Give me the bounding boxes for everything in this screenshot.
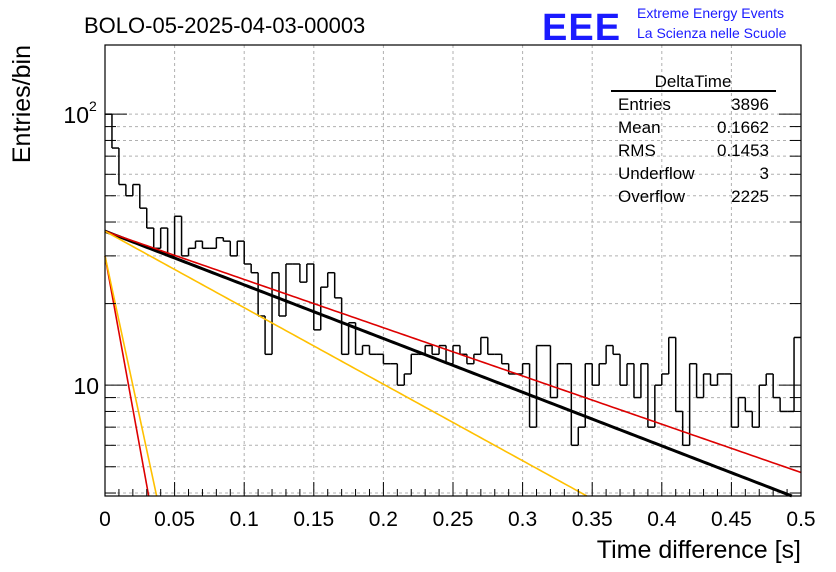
stats-label: Underflow xyxy=(618,164,695,183)
x-axis-label: Time difference [s] xyxy=(597,536,801,564)
stats-value: 3 xyxy=(760,164,769,183)
fit-curve-3 xyxy=(104,230,588,497)
stats-rows: Entries 3896 Mean 0.1662 RMS 0.1453 Underflow 3… xyxy=(618,95,769,206)
logo-line-1: Extreme Energy Events xyxy=(637,5,784,21)
fit-curves xyxy=(104,229,802,498)
y-axis-label: Entries/bin xyxy=(8,45,36,163)
eee-logo: EEE Extreme Energy Events La Scienza nel… xyxy=(542,5,787,49)
stats-title: DeltaTime xyxy=(655,72,732,91)
fit-curve-1 xyxy=(104,229,793,498)
y-tick-exponent: 2 xyxy=(89,98,97,114)
x-axis: 0 0.05 0.1 0.15 0.2 0.25 0.3 0.35 0.4 0.45 0.5 xyxy=(99,482,816,531)
x-tick-label: 0.45 xyxy=(711,508,752,531)
x-tick-label: 0.3 xyxy=(508,508,537,531)
stats-value: 3896 xyxy=(731,95,769,114)
fit-curve-4 xyxy=(104,255,150,497)
y-tick-label: 10 xyxy=(63,102,89,128)
stats-label: RMS xyxy=(618,141,656,160)
stats-label: Mean xyxy=(618,118,661,137)
grid-lines xyxy=(105,45,801,496)
fit-curve-2 xyxy=(104,230,802,474)
run-title: BOLO-05-2025-04-03-00003 xyxy=(84,13,365,38)
fit-curve-5 xyxy=(104,255,158,497)
stats-label: Overflow xyxy=(618,187,686,206)
stats-value: 2225 xyxy=(731,187,769,206)
histogram-bars xyxy=(105,113,801,447)
stats-box: DeltaTime Entries 3896 Mean 0.1662 RMS 0.1453… xyxy=(611,72,776,206)
stats-value: 0.1662 xyxy=(717,118,769,137)
x-tick-label: 0.5 xyxy=(786,508,815,531)
x-tick-label: 0.4 xyxy=(647,508,677,531)
y-tick-label: 10 xyxy=(73,373,99,399)
stats-value: 0.1453 xyxy=(717,141,769,160)
x-tick-label: 0.2 xyxy=(369,508,398,531)
x-tick-label: 0.35 xyxy=(572,508,613,531)
logo-line-2: La Scienza nelle Scuole xyxy=(637,25,787,41)
logo-text: EEE xyxy=(542,7,621,49)
x-tick-label: 0.1 xyxy=(230,508,259,531)
x-tick-label: 0 xyxy=(99,508,111,531)
x-tick-label: 0.15 xyxy=(293,508,334,531)
stats-label: Entries xyxy=(618,95,671,114)
x-tick-label: 0.25 xyxy=(433,508,474,531)
x-tick-label: 0.05 xyxy=(154,508,195,531)
